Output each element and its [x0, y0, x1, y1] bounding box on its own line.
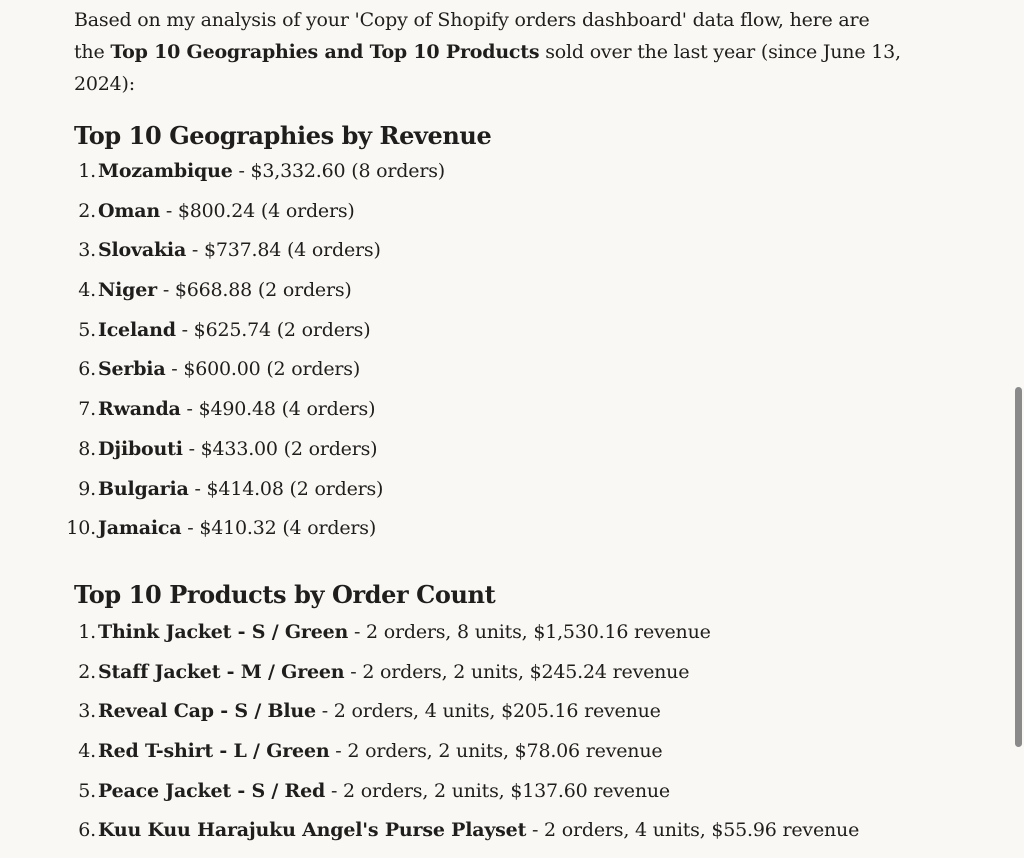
item-name: Oman — [98, 199, 160, 222]
list-item: 4. Niger - $668.88 (2 orders) — [74, 278, 904, 318]
item-detail: - 2 orders, 8 units, $1,530.16 revenue — [348, 620, 711, 643]
item-name: Bulgaria — [98, 477, 189, 500]
item-name: Peace Jacket - S / Red — [98, 779, 326, 802]
list-item: 3. Slovakia - $737.84 (4 orders) — [74, 238, 904, 278]
intro-text-before: Based on my analysis of your 'Copy of Sh… — [74, 9, 870, 63]
item-name: Niger — [98, 279, 157, 302]
list-item: 2. Oman - $800.24 (4 orders) — [74, 199, 904, 239]
item-number: 4. — [78, 739, 96, 762]
item-name: Slovakia — [98, 239, 187, 262]
list-item: 4. Red T-shirt - L / Green - 2 orders, 2 … — [74, 739, 904, 779]
products-heading: Top 10 Products by Order Count — [74, 579, 496, 609]
products-list: 1. Think Jacket - S / Green - 2 orders, 8… — [74, 620, 904, 858]
item-name: Kuu Kuu Harajuku Angel's Purse Playset — [98, 819, 527, 842]
item-number: 9. — [78, 477, 96, 500]
item-detail: - $414.08 (2 orders) — [188, 477, 384, 500]
scrollbar-track[interactable] — [1012, 0, 1024, 818]
intro-paragraph: Based on my analysis of your 'Copy of Sh… — [74, 4, 904, 100]
list-item: 6. Serbia - $600.00 (2 orders) — [74, 357, 904, 397]
item-name: Iceland — [98, 318, 176, 341]
geographies-heading: Top 10 Geographies by Revenue — [74, 121, 492, 150]
item-number: 5. — [78, 318, 96, 341]
item-name: Serbia — [98, 358, 166, 381]
item-name: Think Jacket - S / Green — [98, 620, 349, 643]
item-detail: - $3,332.60 (8 orders) — [232, 160, 445, 182]
list-item: 1. Think Jacket - S / Green - 2 orders, 8… — [74, 620, 904, 660]
item-name: Jamaica — [98, 517, 182, 540]
item-number: 6. — [78, 819, 96, 842]
item-detail: - 2 orders, 2 units, $245.24 revenue — [344, 660, 690, 683]
item-detail: - 2 orders, 2 units, $78.06 revenue — [329, 739, 663, 762]
item-detail: - 2 orders, 4 units, $205.16 revenue — [315, 700, 661, 723]
list-item: 9. Bulgaria - $414.08 (2 orders) — [74, 477, 904, 517]
item-number: 3. — [78, 700, 96, 723]
intro-bold: Top 10 Geographies and Top 10 Products — [110, 41, 540, 63]
list-item: 5. Iceland - $625.74 (2 orders) — [74, 318, 904, 358]
item-number: 7. — [78, 398, 96, 421]
list-item: 8. Djibouti - $433.00 (2 orders) — [74, 437, 904, 477]
item-detail: - $625.74 (2 orders) — [175, 318, 371, 341]
message-content: Based on my analysis of your 'Copy of Sh… — [66, 4, 904, 858]
item-number: 5. — [78, 779, 96, 802]
item-name: Rwanda — [98, 398, 181, 421]
item-detail: - $800.24 (4 orders) — [159, 199, 355, 222]
item-name: Djibouti — [98, 437, 183, 460]
item-number: 8. — [78, 437, 96, 460]
item-number: 4. — [78, 279, 96, 302]
item-name: Reveal Cap - S / Blue — [98, 700, 316, 723]
item-detail: - $410.32 (4 orders) — [181, 517, 377, 540]
list-item: 3. Reveal Cap - S / Blue - 2 orders, 4 un… — [74, 699, 904, 739]
geographies-list: 1. Mozambique - $3,332.60 (8 orders) 2. Om… — [66, 159, 904, 556]
list-item: 7. Rwanda - $490.48 (4 orders) — [74, 397, 904, 437]
item-detail: - 2 orders, 4 units, $55.96 revenue — [526, 819, 860, 842]
item-name: Staff Jacket - M / Green — [98, 660, 345, 683]
item-number: 2. — [78, 660, 96, 683]
intro-text-after: sold over the last year (since June 13, … — [74, 41, 901, 95]
item-detail: - $600.00 (2 orders) — [165, 358, 361, 381]
list-item: 10. Jamaica - $410.32 (4 orders) — [66, 516, 904, 556]
item-number: 1. — [78, 160, 96, 182]
item-name: Mozambique — [98, 160, 233, 182]
list-item: 5. Peace Jacket - S / Red - 2 orders, 2 u… — [74, 779, 904, 819]
list-item: 2. Staff Jacket - M / Green - 2 orders, 2… — [74, 660, 904, 700]
item-number: 1. — [78, 620, 96, 643]
item-name: Red T-shirt - L / Green — [98, 739, 330, 762]
item-detail: - $433.00 (2 orders) — [182, 437, 378, 460]
item-number: 6. — [78, 358, 96, 381]
item-number: 10. — [66, 517, 96, 540]
list-item: 1. Mozambique - $3,332.60 (8 orders) — [74, 159, 904, 199]
item-detail: - 2 orders, 2 units, $137.60 revenue — [325, 779, 670, 802]
item-detail: - $737.84 (4 orders) — [186, 239, 381, 262]
item-number: 2. — [78, 199, 96, 222]
item-detail: - $668.88 (2 orders) — [156, 279, 352, 302]
item-detail: - $490.48 (4 orders) — [180, 398, 376, 421]
list-item: 6. Kuu Kuu Harajuku Angel's Purse Playset… — [74, 818, 904, 858]
item-number: 3. — [78, 239, 96, 262]
scrollbar-thumb[interactable] — [1015, 387, 1022, 747]
